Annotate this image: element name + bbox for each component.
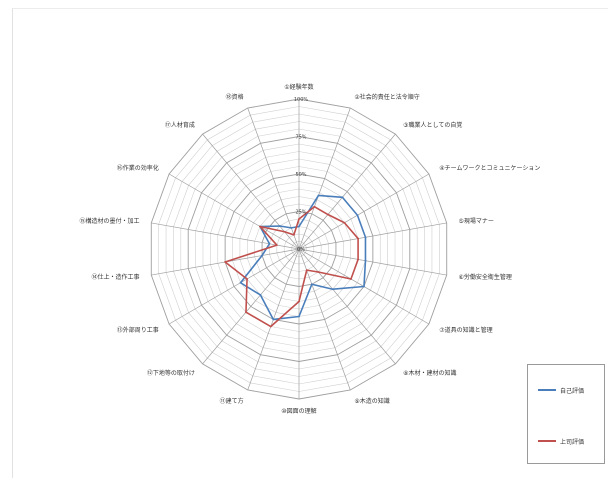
series-point	[283, 230, 286, 233]
series-point	[292, 234, 295, 236]
series-point	[363, 285, 365, 288]
category-label: ⑥労働安全衛生管理	[459, 273, 512, 281]
series-point	[313, 205, 316, 208]
series-point	[224, 261, 227, 263]
series-point	[268, 242, 271, 245]
category-label: ⑮構造材の墨付・加工	[79, 217, 139, 225]
grid-spoke	[298, 248, 396, 365]
series-point	[305, 269, 308, 272]
category-label: ⑭仕上・造作工事	[91, 273, 139, 281]
grid-spoke	[298, 173, 430, 250]
grid-spoke	[202, 133, 300, 250]
series-point	[357, 258, 359, 261]
series-point	[269, 325, 272, 328]
category-label: ①経験年数	[284, 83, 313, 91]
chart-legend: 自己評価 上司評価	[527, 364, 605, 464]
series-point	[298, 225, 300, 228]
series-point	[310, 283, 313, 286]
series-point	[331, 288, 334, 291]
grid-spoke	[151, 222, 300, 250]
series-point	[259, 294, 262, 296]
grid-spoke	[298, 133, 396, 250]
category-label: ⑨木造の知識	[354, 397, 389, 405]
series-point	[364, 259, 367, 262]
series-point	[259, 225, 261, 228]
category-label: ⑧木材・建材の知識	[403, 369, 456, 377]
category-label: ⑤現場マナー	[459, 217, 494, 225]
series-point	[356, 214, 359, 217]
series-point	[298, 315, 300, 318]
legend-item-boss: 上司評価	[538, 435, 584, 447]
series-point	[298, 218, 300, 220]
grid-spoke	[202, 248, 300, 365]
legend-item-self: 自己評価	[538, 384, 584, 396]
tick-label: 100%	[294, 97, 309, 103]
legend-swatch-self	[538, 389, 556, 391]
series-point	[357, 237, 359, 240]
category-label: ⑪建て方	[220, 397, 244, 405]
tick-label: 75%	[295, 135, 306, 141]
series-point	[261, 254, 263, 257]
category-label: ⑯作業の効率化	[117, 164, 159, 172]
tick-label: 0%	[297, 247, 305, 253]
grid-spoke	[168, 173, 300, 250]
category-label: ⑩図面の理解	[281, 407, 316, 415]
grid-spoke	[168, 248, 300, 325]
tick-label: 50%	[295, 172, 306, 178]
series-point	[275, 244, 278, 246]
category-label: ⑦道具の知識と管理	[439, 326, 492, 334]
series-point	[298, 300, 300, 303]
series-point	[350, 278, 352, 280]
series-point	[317, 271, 320, 273]
category-label: ②社会的責任と法令順守	[354, 93, 419, 101]
tick-label: 25%	[295, 210, 306, 216]
series-point	[245, 311, 247, 314]
category-label: ③職業人としての自覚	[403, 121, 462, 129]
legend-label-self: 自己評価	[560, 387, 585, 395]
series-point	[290, 226, 293, 229]
series-point	[239, 281, 242, 284]
grid-spoke	[298, 107, 351, 250]
grid-spoke	[247, 107, 300, 250]
series-point	[341, 196, 344, 199]
category-label: ⑱資格	[226, 93, 244, 101]
legend-swatch-boss	[538, 440, 556, 442]
series-point	[364, 236, 367, 239]
category-label: ⑰人材育成	[165, 121, 195, 129]
chart-area: 0% 25% 50% 75% 100% ①経験年数 ②社会的責任と法令順守 ③職業人としての自…	[12, 8, 608, 478]
series-point	[317, 194, 320, 197]
series-point	[327, 213, 329, 216]
series-point	[272, 318, 275, 321]
legend-label-boss: 上司評価	[560, 438, 585, 446]
series-point	[343, 221, 346, 224]
grid-spoke	[298, 248, 447, 276]
category-label: ⑫下地等の取付け	[147, 369, 195, 377]
grid-spoke	[298, 222, 447, 250]
category-label: ⑬外部周り工事	[117, 326, 159, 334]
series-point	[246, 278, 248, 280]
grid-spoke	[298, 248, 351, 391]
radar-chart: 0% 25% 50% 75% 100% ①経験年数 ②社会的責任と法令順守 ③職業人としての自…	[79, 83, 540, 415]
series-point	[278, 225, 281, 227]
category-label: ④チームワークとコミュニケーション	[439, 165, 540, 172]
